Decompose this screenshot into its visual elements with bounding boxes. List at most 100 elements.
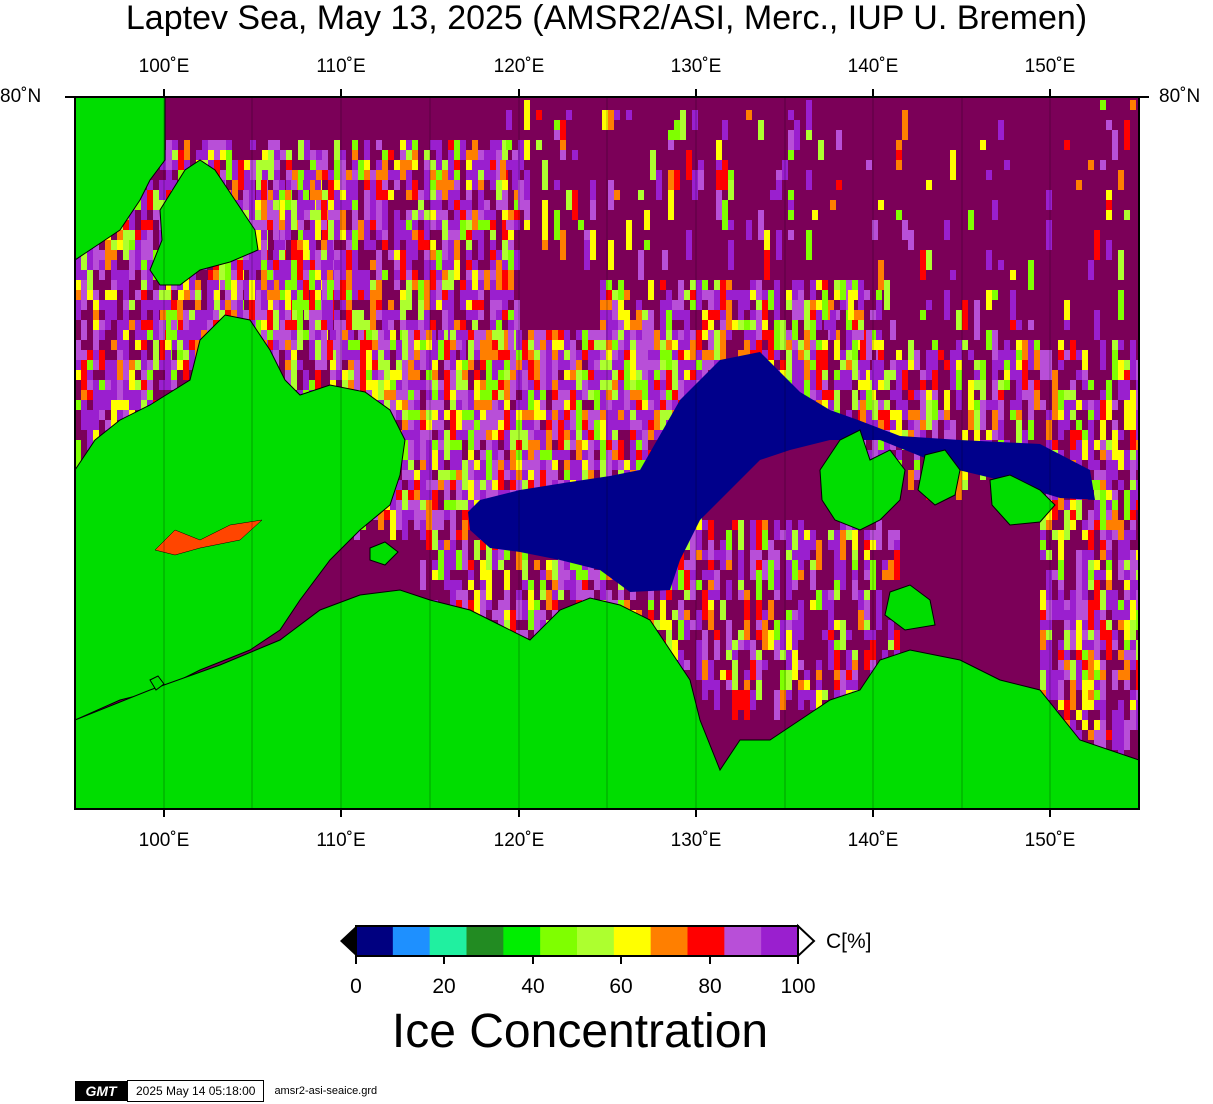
ice-pixel [756, 660, 762, 690]
ice-pixel [486, 540, 492, 560]
colorbar-low-arrow [340, 926, 356, 956]
ice-pixel [1106, 120, 1112, 130]
ice-pixel [141, 240, 147, 270]
ice-pixel [1082, 580, 1088, 600]
ice-pixel [536, 110, 542, 120]
ice-pixel [460, 330, 466, 360]
ice-pixel [902, 220, 908, 240]
ice-pixel [696, 660, 702, 680]
ice-pixel [484, 270, 490, 290]
ice-pixel [806, 130, 812, 140]
ice-pixel [172, 150, 178, 160]
ice-pixel [986, 250, 992, 270]
ice-pixel [608, 180, 614, 210]
ice-pixel [298, 230, 304, 240]
gmt-footer: GMT 2025 May 14 05:18:00 amsr2-asi-seaic… [75, 1080, 377, 1102]
ice-pixel [462, 510, 468, 520]
ice-pixel [1100, 620, 1106, 640]
ice-pixel [1034, 350, 1040, 370]
ice-pixel [722, 200, 728, 230]
map-title: Laptev Sea, May 13, 2025 (AMSR2/ASI, Mer… [125, 0, 1088, 37]
ice-pixel [420, 490, 426, 500]
ice-pixel [992, 410, 998, 430]
ice-pixel [408, 360, 414, 390]
ice-pixel [412, 280, 418, 290]
ice-pixel [303, 330, 309, 340]
ice-pixel [1070, 510, 1076, 520]
ice-pixel [292, 320, 298, 330]
ice-pixel [708, 330, 714, 360]
ice-pixel [774, 690, 780, 720]
ice-pixel [1130, 580, 1136, 600]
ice-pixel [370, 210, 376, 220]
ice-pixel [636, 410, 642, 420]
ice-pixel [852, 310, 858, 320]
ice-pixel [600, 580, 606, 610]
ice-pixel [346, 270, 352, 300]
ice-pixel [444, 430, 450, 460]
ice-pixel [424, 240, 430, 250]
new-siberia-island [917, 449, 961, 506]
ice-pixel [408, 490, 414, 500]
ice-pixel [894, 550, 900, 580]
ice-pixel [214, 300, 220, 310]
ice-pixel [798, 610, 804, 640]
ice-pixel [244, 280, 250, 300]
ice-pixel [1136, 660, 1139, 690]
ice-pixel [858, 360, 864, 370]
ice-pixel [1040, 600, 1046, 610]
ice-pixel [762, 300, 768, 320]
ice-pixel [1118, 620, 1124, 630]
ice-pixel [370, 290, 376, 320]
ice-pixel [444, 390, 450, 400]
ice-pixel [858, 330, 864, 340]
ice-pixel [666, 350, 672, 380]
ice-pixel [1070, 340, 1076, 360]
ice-pixel [852, 570, 858, 580]
ice-pixel [153, 340, 159, 350]
ice-pixel [309, 340, 315, 360]
ice-pixel [304, 150, 310, 160]
ice-pixel [402, 460, 408, 470]
ice-pixel [1064, 630, 1070, 660]
ice-pixel [402, 370, 408, 400]
ice-pixel [75, 300, 81, 320]
ice-pixel [1058, 680, 1064, 710]
ice-pixel [576, 460, 582, 480]
ice-pixel [612, 300, 618, 330]
ice-pixel [1010, 320, 1016, 330]
ice-pixel [540, 330, 546, 340]
ice-pixel [518, 180, 524, 210]
ice-pixel [309, 300, 315, 310]
ice-pixel [442, 300, 448, 310]
ice-pixel [466, 170, 472, 180]
ice-pixel [376, 230, 382, 240]
ice-pixel [756, 340, 762, 360]
ice-pixel [570, 340, 576, 350]
ice-pixel [480, 560, 486, 590]
ice-pixel [594, 330, 600, 340]
ice-pixel [322, 300, 328, 320]
ice-pixel [612, 360, 618, 370]
ice-pixel [394, 160, 400, 170]
ice-pixel [1082, 440, 1088, 460]
ice-pixel [1094, 310, 1100, 340]
ice-pixel [594, 370, 600, 380]
ice-pixel [1058, 660, 1064, 670]
ice-pixel [1136, 610, 1139, 630]
ice-pixel [442, 280, 448, 290]
ice-pixel [430, 270, 436, 300]
ice-pixel [226, 150, 232, 180]
ice-pixel [798, 690, 804, 710]
ice-pixel [105, 400, 111, 410]
ice-pixel [588, 390, 594, 400]
ice-pixel [756, 620, 762, 630]
ice-pixel [261, 210, 267, 220]
ice-pixel [285, 290, 291, 310]
ice-pixel [600, 390, 606, 400]
ice-pixel [1022, 340, 1028, 360]
ice-pixel [456, 340, 462, 350]
ice-pixel [540, 580, 546, 590]
ice-pixel [1052, 370, 1058, 400]
ice-pixel [792, 560, 798, 590]
